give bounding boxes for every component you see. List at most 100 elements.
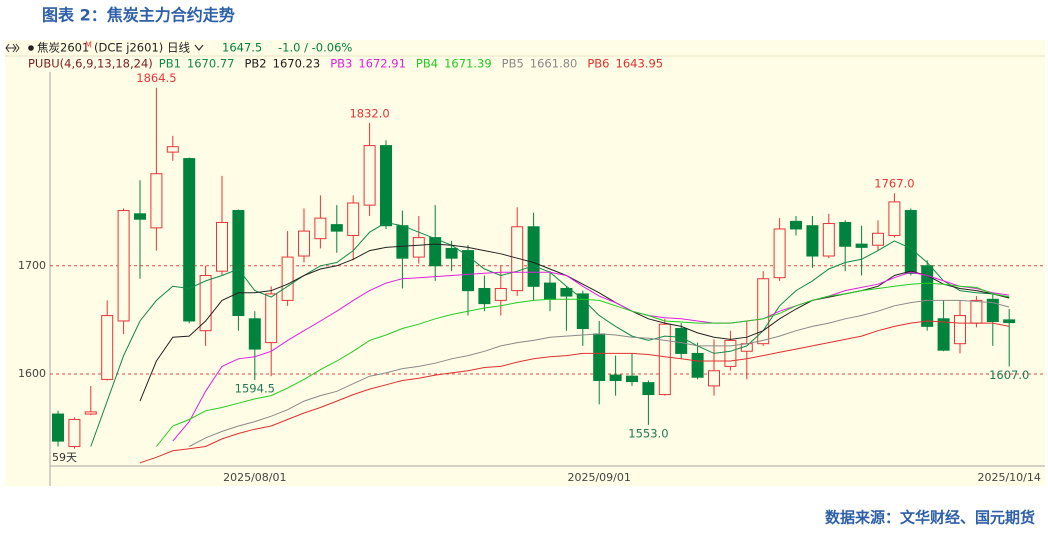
candle-body (298, 230, 310, 257)
candle-body (429, 237, 442, 267)
candles (52, 87, 1016, 449)
candle-body (52, 413, 64, 442)
price-change: -1.0 / -0.06% (278, 41, 352, 55)
candle-body (150, 173, 163, 229)
legend-name: PB3 (330, 57, 352, 71)
candle-body (626, 375, 638, 383)
candle-body (872, 232, 884, 246)
candle-body (888, 201, 901, 236)
candle-body (216, 221, 228, 272)
bars-shown: 59天 (52, 451, 77, 464)
indicator-line (139, 320, 1010, 464)
candle-body (1003, 319, 1016, 324)
candle-body (773, 228, 786, 279)
candle-body (265, 293, 278, 344)
legend-name: PB5 (502, 57, 524, 71)
period[interactable]: 日线 (167, 41, 190, 55)
legend: PUBU(4,6,9,13,18,24) PB1 1670.77 PB2 1670.23… (28, 57, 663, 71)
candle-body (445, 247, 458, 259)
candle-body (937, 318, 950, 351)
candle-body (970, 299, 983, 324)
candle-body (462, 250, 474, 292)
candle-body (412, 237, 425, 258)
candle-body (166, 146, 179, 153)
candle-body (478, 287, 491, 305)
grid (50, 265, 1045, 375)
instrument-flag: M (85, 41, 92, 50)
source-note: 数据来源：文华财经、国元期货 (825, 509, 1035, 527)
y-tick-label: 1600 (18, 367, 46, 380)
candle-body (281, 256, 294, 301)
y-tick-label: 1700 (18, 259, 46, 272)
candle-body (314, 217, 327, 240)
candle-body (396, 225, 409, 259)
candle-body (708, 370, 720, 387)
legend-value: 1670.23 (273, 57, 321, 71)
chart-panel (5, 40, 1045, 486)
candle-body (199, 274, 212, 332)
candle-body (986, 298, 999, 322)
instrument-symbol[interactable]: 焦炭2601 (37, 41, 89, 55)
x-tick-label: 2025/08/01 (223, 471, 286, 484)
high-label: 1864.5 (136, 71, 176, 85)
candle-body (822, 223, 835, 257)
indicator-line (156, 282, 1010, 447)
toolbar-icon[interactable] (5, 43, 20, 53)
legend-name: PB2 (244, 57, 266, 71)
candle-body (117, 210, 130, 322)
candle-body (691, 352, 704, 378)
candle-body (527, 226, 540, 287)
legend-value: 1661.80 (530, 57, 578, 71)
low-label: 1553.0 (628, 426, 668, 440)
legend-name: PB6 (587, 57, 609, 71)
candle-body (593, 333, 606, 381)
labels: 1600 1700 2025/08/01 2025/09/01 2025/10/14 18… (18, 71, 1041, 484)
candle-body (363, 145, 376, 206)
candle-body (724, 339, 737, 367)
x-tick-label: 2025/09/01 (567, 471, 630, 484)
indicator-line (172, 271, 1010, 442)
candle-body (380, 145, 392, 227)
legend-name: PB4 (416, 57, 438, 71)
candle-body (248, 318, 261, 350)
low-label: 1607.0 (989, 368, 1029, 382)
indicator-lines (90, 221, 1010, 464)
period-dropdown[interactable] (194, 44, 204, 51)
status-dot (28, 45, 34, 51)
legend-value: 1671.39 (444, 57, 492, 71)
candle-body (183, 158, 196, 322)
candle-body (232, 210, 245, 317)
candle-body (544, 282, 556, 300)
candle-body (134, 213, 146, 220)
candle-body (954, 315, 966, 345)
candle-body (84, 411, 97, 415)
candle-body (68, 418, 81, 448)
candle-body (642, 382, 655, 396)
candle-body (757, 278, 770, 345)
candle-body (330, 224, 343, 232)
candle-body (494, 287, 507, 301)
candle-body (511, 226, 524, 292)
indicator-name: PUBU(4,6,9,13,18,24) (28, 57, 153, 71)
high-label: 1767.0 (874, 177, 914, 191)
candle-body (101, 315, 114, 380)
x-tick-label: 2025/10/14 (977, 471, 1040, 484)
candle-body (658, 323, 671, 396)
candle-body (839, 221, 852, 247)
indicator-line (188, 299, 1010, 447)
candle-body (855, 243, 868, 248)
last-price: 1647.5 (222, 41, 262, 55)
candle-body (904, 210, 917, 274)
legend-name: PB1 (159, 57, 181, 71)
candle-body (790, 220, 802, 230)
legend-value: 1672.91 (358, 57, 406, 71)
candle-body (576, 293, 589, 330)
candle-body (675, 328, 688, 354)
candle-body (560, 287, 573, 297)
high-label: 1832.0 (349, 106, 389, 120)
candle-body (806, 225, 819, 257)
candle-body (921, 265, 934, 327)
candle-body (347, 202, 360, 236)
